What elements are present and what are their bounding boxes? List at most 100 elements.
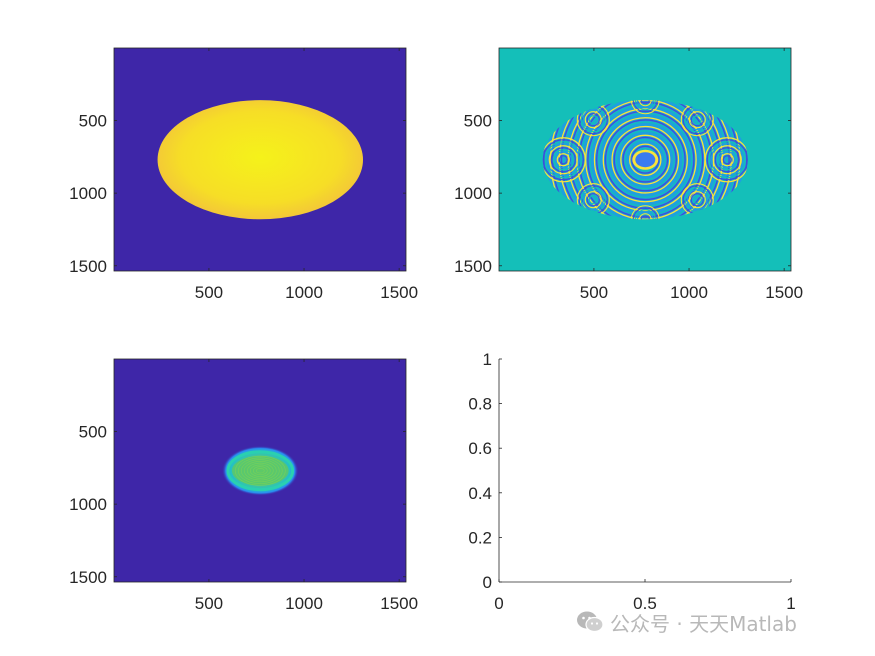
fringe-ring-center: [545, 100, 746, 220]
fringe-ring-center: [629, 143, 662, 176]
fringe-ring-ll: [586, 193, 600, 207]
bright-ring: [226, 450, 295, 492]
y-tick-label: 1500: [454, 257, 492, 276]
fringe-ring-ul: [586, 113, 600, 127]
fringe-ring-ur: [692, 115, 702, 125]
fringe-ring-center: [593, 108, 697, 212]
y-tick-label: 1500: [69, 568, 107, 587]
fringe-ring-center: [571, 100, 719, 220]
axes-top-left: 500 1000 1500 500 1000 1500: [69, 47, 418, 302]
y-tick-label: 0.4: [468, 484, 492, 503]
fringe-ring-bottom: [636, 211, 654, 220]
watermark: 公众号 · 天天Matlab: [576, 606, 797, 638]
fringe-ring-lr: [690, 193, 704, 207]
x-tick-label: 500: [195, 283, 223, 302]
fringe-ring-right: [722, 155, 732, 165]
fringe-region: [542, 100, 749, 220]
x-tick-label: 0: [494, 594, 503, 613]
center-spot: [635, 152, 656, 168]
image-top-right: [499, 48, 791, 271]
fringe-ring-center: [618, 132, 673, 187]
fringe-ring-center: [602, 117, 688, 203]
fringe-ring-top: [630, 100, 660, 115]
axes-top-right: 500 1000 1500 500 1000 1500: [454, 47, 803, 302]
fringe-ring-center: [569, 100, 721, 220]
fringe-ring-right: [712, 145, 742, 175]
y-tick-label: 1000: [69, 495, 107, 514]
fringe-ring-center: [622, 136, 669, 183]
fringe-ring-left: [554, 151, 572, 169]
fringe-ring-center: [600, 114, 691, 205]
fringe-ring-ul: [582, 109, 604, 131]
fringe-ring-bottom: [638, 213, 652, 220]
y-tick-label: 500: [79, 422, 107, 441]
fringe-ring-bottom: [640, 215, 650, 220]
fringe-ring-lr: [692, 195, 702, 205]
watermark-text: 公众号 · 天天Matlab: [610, 611, 797, 636]
inner-fringe: [234, 455, 286, 486]
fringe-ring-center: [611, 125, 680, 194]
fringe-ring-center: [565, 100, 726, 220]
yellow-ellipse: [157, 100, 364, 220]
y-tick-label: 500: [464, 111, 492, 130]
fringe-ring-center: [560, 100, 730, 220]
y-tick-label: 1: [483, 350, 492, 369]
fringe-ring-bottom: [630, 205, 660, 220]
fringe-ring-right: [710, 143, 744, 177]
fringe-ring-right: [718, 151, 736, 169]
x-tick-label: 1000: [285, 283, 323, 302]
fringe-ring-center: [631, 145, 660, 174]
fringe-ring-left: [542, 139, 584, 181]
fringe-ring-center: [547, 100, 743, 220]
x-tick-label: 500: [195, 594, 223, 613]
fringe-ring-top: [632, 100, 658, 113]
fringe-ring-left: [552, 149, 574, 171]
fringe-ring-ll: [584, 191, 602, 209]
fringe-ring-bottom: [632, 207, 658, 220]
x-tick-label: 1500: [765, 283, 803, 302]
fringe-ring-center: [589, 103, 702, 216]
fringe-ring-center: [615, 130, 675, 190]
fringe-ring-center: [607, 121, 684, 198]
fringe-ring-ul: [584, 111, 602, 129]
fringe-ring-left: [556, 153, 570, 167]
fringe-ring-top: [636, 100, 654, 109]
x-tick-label: 1: [786, 594, 795, 613]
fringe-ring-center: [609, 123, 682, 196]
fringe-ring-center: [604, 119, 686, 201]
fringe-ring-ll: [588, 195, 598, 205]
fringe-ring-right: [720, 153, 734, 167]
fringe-ring-ur: [690, 113, 704, 127]
y-tick-label: 1000: [454, 184, 492, 203]
fringe-ring-right: [706, 139, 748, 181]
y-tick-label: 500: [79, 111, 107, 130]
x-tick-label: 1000: [285, 594, 323, 613]
fringe-ring-right: [716, 149, 738, 171]
x-tick-label: 0.5: [633, 594, 657, 613]
y-tick-label: 0.8: [468, 395, 492, 414]
inner-ellipse: [231, 455, 289, 486]
axes-frame: [498, 47, 792, 272]
fringe-ring-lr: [686, 189, 708, 211]
fringe-ring-left: [544, 141, 582, 179]
fringe-ring-center: [587, 101, 704, 218]
y-tick-label: 1000: [69, 184, 107, 203]
fringe-ring-top: [634, 100, 656, 111]
fringe-ring-ll: [582, 189, 604, 211]
y-tick-label: 0.6: [468, 439, 492, 458]
axes-frame: [113, 47, 407, 272]
inner-fringe: [243, 461, 277, 481]
axes-bottom-left: 500 1000 1500 500 1000 1500: [69, 358, 418, 613]
fringe-ring-center: [626, 141, 664, 179]
fringe-ring-right: [704, 137, 749, 183]
fringe-ring-top: [640, 100, 650, 105]
fringe-ring-lr: [688, 191, 706, 209]
fringe-ring-bottom: [634, 209, 656, 220]
inner-fringe: [249, 464, 271, 477]
fringe-ring-center: [613, 128, 677, 192]
x-tick-label: 1000: [670, 283, 708, 302]
fringe-ring-ul: [588, 115, 598, 125]
y-tick-label: 0.2: [468, 528, 492, 547]
fringe-ring-center: [563, 100, 728, 220]
